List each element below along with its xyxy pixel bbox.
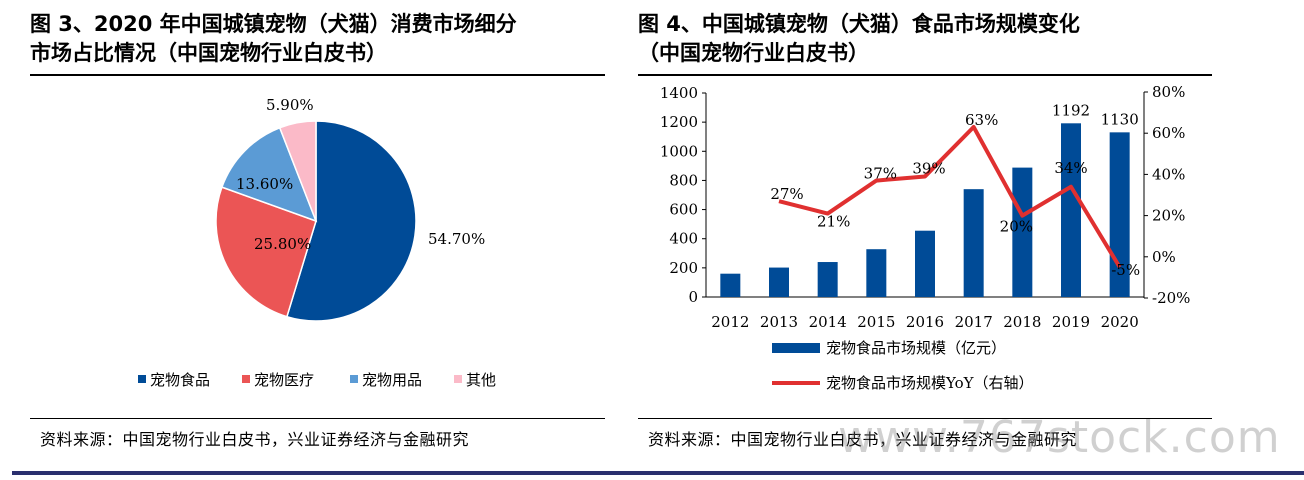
legend-label: 宠物用品 (362, 371, 422, 389)
bar-2017 (963, 189, 984, 297)
figure-3-title-line-2: 市场占比情况（中国宠物行业白皮书） (30, 41, 387, 65)
right-axis-tick-label: 60% (1152, 124, 1185, 142)
pie-slice-2 (215, 186, 317, 318)
right-axis-tick-label: 0% (1152, 248, 1176, 266)
x-axis-tick-label: 2018 (1003, 313, 1041, 331)
x-axis-tick-label: 2016 (906, 313, 944, 331)
line-data-label: -5% (1111, 261, 1140, 279)
bar-2019 (1061, 123, 1081, 298)
left-axis-tick-label: 1000 (660, 142, 698, 160)
pie-slice-label: 25.80% (254, 235, 311, 253)
figure-4-title-line-2: （中国宠物行业白皮书） (638, 41, 869, 65)
bar-2012 (720, 273, 741, 297)
right-axis-tick-label: 80% (1152, 83, 1185, 101)
panel-figure-3: 图 3、2020 年中国城镇宠物（犬猫）消费市场细分 市场占比情况（中国宠物行业… (30, 0, 605, 449)
watermark: www.767stock.com (838, 412, 1281, 463)
legend-label-line: 宠物食品市场规模YoY（右轴） (826, 374, 1034, 392)
line-data-label: 63% (965, 111, 998, 129)
left-axis-tick-label: 1200 (660, 113, 698, 131)
x-axis-tick-label: 2019 (1052, 313, 1090, 331)
right-axis-tick-label: -20% (1152, 289, 1190, 307)
pie-slice-label: 54.70% (428, 230, 485, 248)
left-axis-tick-label: 400 (669, 230, 698, 248)
line-data-label: 37% (864, 165, 897, 183)
right-axis-tick-label: 20% (1152, 207, 1185, 225)
figure-4-source: 资料来源：中国宠物行业白皮书，兴业证券经济与金融研究 (648, 430, 1078, 449)
figure-3-title-line-1: 图 3、2020 年中国城镇宠物（犬猫）消费市场细分 (30, 12, 517, 36)
bar-line-chart: 0 200 400 600 800 1000 1200 1400 -20% 0% 20% 40% 60%… (660, 83, 1191, 392)
figure-3-title: 图 3、2020 年中国城镇宠物（犬猫）消费市场细分 市场占比情况（中国宠物行业… (30, 10, 605, 74)
bar-2015 (866, 249, 887, 297)
bar-2016 (915, 230, 935, 297)
x-axis-tick-label: 2013 (760, 313, 798, 331)
left-axis-tick-label: 200 (669, 259, 698, 277)
x-axis-tick-label: 2017 (955, 313, 993, 331)
legend-swatch-bar (772, 343, 820, 353)
bar-2018 (1012, 167, 1033, 297)
legend-swatch (138, 375, 146, 383)
x-axis-tick-label: 2020 (1101, 313, 1139, 331)
x-axis-tick-label: 2015 (857, 313, 895, 331)
figure-4-title-line-1: 图 4、中国城镇宠物（犬猫）食品市场规模变化 (638, 12, 1080, 36)
legend-label: 宠物医疗 (254, 371, 314, 389)
pie-slice-3 (220, 126, 318, 223)
bar-data-label: 1130 (1101, 110, 1139, 128)
yoy-line (778, 125, 1122, 269)
pie-slice-4 (278, 120, 317, 222)
line-data-label: 21% (817, 213, 850, 231)
legend-swatch (242, 375, 250, 383)
pie-slice-1 (285, 120, 417, 322)
bar-data-label: 1192 (1052, 101, 1090, 119)
pie-slice-label: 13.60% (236, 175, 293, 193)
left-axis-tick-label: 1400 (660, 84, 698, 102)
bottom-rule (30, 418, 605, 419)
left-axis-tick-label: 600 (669, 201, 698, 219)
legend-swatch (350, 375, 358, 383)
line-data-label: 34% (1054, 159, 1087, 177)
right-axis-tick-label: 40% (1152, 165, 1185, 183)
figure-3-source: 资料来源：中国宠物行业白皮书，兴业证券经济与金融研究 (40, 430, 470, 449)
bar-2013 (769, 267, 789, 297)
left-axis-tick-label: 0 (688, 288, 698, 306)
left-axis-tick-label: 800 (669, 171, 698, 189)
legend-swatch (454, 375, 462, 383)
figure-4-title: 图 4、中国城镇宠物（犬猫）食品市场规模变化 （中国宠物行业白皮书） (638, 10, 1212, 74)
x-axis-tick-label: 2012 (711, 313, 749, 331)
line-data-label: 27% (770, 185, 803, 203)
legend-label: 宠物食品 (150, 371, 210, 389)
pie-slice-label: 5.90% (266, 96, 314, 114)
legend-label-bar: 宠物食品市场规模（亿元） (826, 339, 1006, 357)
line-data-label: 39% (912, 159, 945, 177)
bar-2014 (817, 262, 838, 297)
footer-band (12, 471, 1304, 475)
top-rule (638, 74, 1212, 76)
x-axis-tick-label: 2014 (809, 313, 847, 331)
panel-figure-4: 图 4、中国城镇宠物（犬猫）食品市场规模变化 （中国宠物行业白皮书） 0 200 4… (638, 0, 1212, 449)
line-data-label: 20% (1000, 218, 1033, 236)
top-rule (30, 74, 605, 76)
pie-chart: 54.70% 25.80% 13.60% 5.90% 宠物食品 宠物医疗 宠物用品 其他 (138, 96, 496, 389)
bottom-rule (638, 418, 1212, 419)
legend-label: 其他 (466, 371, 496, 389)
